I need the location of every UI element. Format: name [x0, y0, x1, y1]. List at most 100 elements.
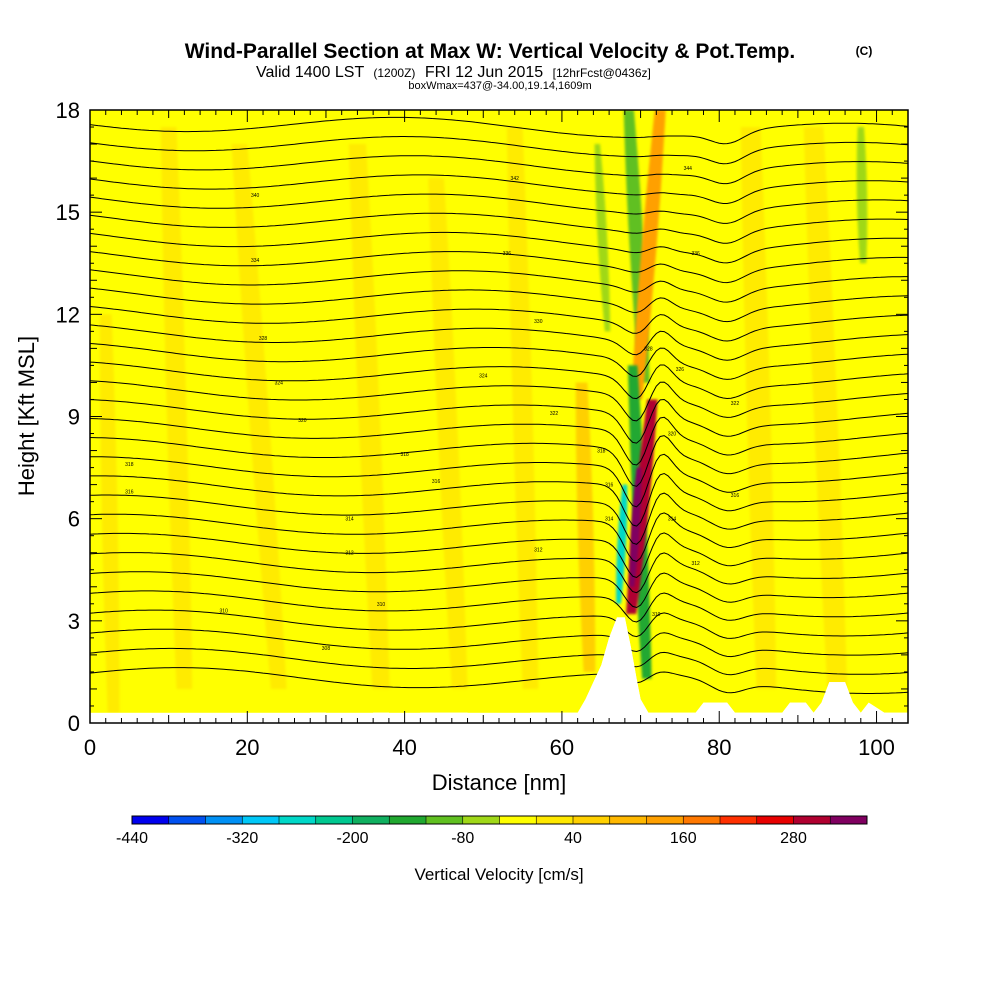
colorbar-bin [132, 816, 170, 824]
contour-label: 312 [534, 547, 543, 553]
colorbar-tick-label: 280 [780, 830, 807, 847]
colorbar-tick-label: -440 [116, 830, 148, 847]
contour-label: 322 [731, 401, 740, 407]
contour-label: 316 [125, 489, 134, 495]
theta-contour [90, 380, 908, 422]
contour-label: 320 [668, 432, 677, 438]
x-tick-label: 40 [392, 735, 416, 760]
colorbar: -440 -320 -200 -80 40 160 280 [116, 815, 868, 847]
y-tick-label: 0 [68, 711, 80, 736]
contour-label: 334 [251, 258, 260, 264]
terrain-profile [90, 617, 908, 723]
valid-date: FRI 12 Jun 2015 [425, 64, 543, 81]
theta-contour [90, 571, 908, 609]
contour-label: 312 [345, 551, 354, 557]
valid-time-local: Valid 1400 LST [256, 64, 364, 81]
y-tick-label: 12 [56, 302, 80, 327]
theta-contour [90, 251, 908, 284]
contour-label: 310 [220, 609, 229, 615]
theta-contour [90, 416, 908, 466]
theta-contour [90, 212, 908, 244]
colorbar-bin [462, 816, 500, 824]
theta-contour [90, 155, 908, 185]
colorbar-tick-label: -80 [451, 830, 474, 847]
x-tick-label: 20 [235, 735, 259, 760]
theta-contour [90, 667, 908, 694]
colorbar-bin [315, 816, 353, 824]
contour-label: 324 [275, 380, 284, 386]
colorbar-tick-label: -200 [336, 830, 368, 847]
w-wave-up-4 [428, 178, 468, 689]
contour-label: 316 [731, 493, 740, 499]
contour-label: 336 [503, 251, 512, 257]
contour-label: 328 [259, 336, 268, 342]
contour-label: 316 [605, 483, 614, 489]
x-axis-label: Distance [nm] [432, 770, 567, 795]
contour-label: 328 [644, 346, 653, 352]
valid-time-utc: (1200Z) [373, 66, 415, 80]
contour-label: 310 [652, 612, 661, 618]
colorbar-bin [720, 816, 758, 824]
colorbar-bin [573, 816, 611, 824]
colorbar-bin [389, 816, 427, 824]
theta-contour [90, 532, 908, 579]
x-axis: 0 20 40 60 80 100 [84, 110, 909, 760]
w-wave-up-2 [231, 144, 287, 689]
colorbar-bin [830, 816, 868, 824]
theta-contour [90, 472, 908, 527]
contour-label: 330 [534, 319, 543, 325]
theta-contour [90, 343, 908, 380]
theta-contour [90, 136, 908, 165]
colorbar-bin [756, 816, 794, 824]
x-tick-label: 60 [550, 735, 574, 760]
contour-label: 314 [605, 517, 614, 523]
w-wave-up-8 [99, 314, 120, 713]
w-lee-updraft [575, 382, 596, 672]
w-wave-up-5 [506, 127, 539, 689]
colorbar-tick-label: 40 [564, 830, 582, 847]
colorbar-bin [168, 816, 206, 824]
y-tick-label: 15 [56, 200, 80, 225]
colorbar-bin [609, 816, 647, 824]
colorbar-bin [279, 816, 317, 824]
colorbar-bin [352, 816, 390, 824]
contour-label: 320 [298, 418, 307, 424]
theta-contour [90, 647, 908, 676]
terrain-base [90, 712, 908, 723]
valid-time-line: Valid 1400 LST (1200Z) FRI 12 Jun 2015 [… [256, 64, 651, 81]
theta-contour [90, 361, 908, 400]
potential-temperature-contours [90, 116, 908, 694]
colorbar-bin [536, 816, 574, 824]
colorbar-bin [646, 816, 684, 824]
theta-contour [90, 492, 908, 545]
theta-contour [90, 398, 908, 444]
theta-contour [90, 174, 908, 204]
theta-contour [90, 116, 908, 145]
colorbar-bin [426, 816, 464, 824]
contour-label: 308 [322, 646, 331, 652]
contour-label: 310 [377, 602, 386, 608]
y-tick-label: 3 [68, 609, 80, 634]
w-upper-updraft [631, 110, 666, 400]
colorbar-label: Vertical Velocity [cm/s] [414, 865, 583, 884]
contour-label: 318 [125, 462, 134, 468]
contour-label: 312 [691, 561, 700, 567]
contour-label: 344 [684, 166, 693, 172]
contour-label: 326 [676, 367, 685, 373]
contour-label: 336 [691, 251, 700, 257]
theta-contour [90, 269, 908, 303]
terrain [90, 617, 908, 723]
colorbar-bin [683, 816, 721, 824]
contour-label: 316 [432, 479, 441, 485]
colorbar-bin [793, 816, 831, 824]
contour-label: 324 [479, 374, 488, 380]
forecast-info: [12hrFcst@0436z] [553, 66, 651, 80]
y-tick-label: 18 [56, 98, 80, 123]
colorbar-tick-label: 160 [670, 830, 697, 847]
x-tick-label: 100 [858, 735, 895, 760]
contour-label: 314 [345, 517, 354, 523]
colorbar-bin [242, 816, 280, 824]
theta-contour [90, 590, 908, 623]
copyright-mark: (C) [856, 44, 873, 58]
box-wmax-line: boxWmax=437@-34.00,19.14,1609m [408, 80, 591, 92]
